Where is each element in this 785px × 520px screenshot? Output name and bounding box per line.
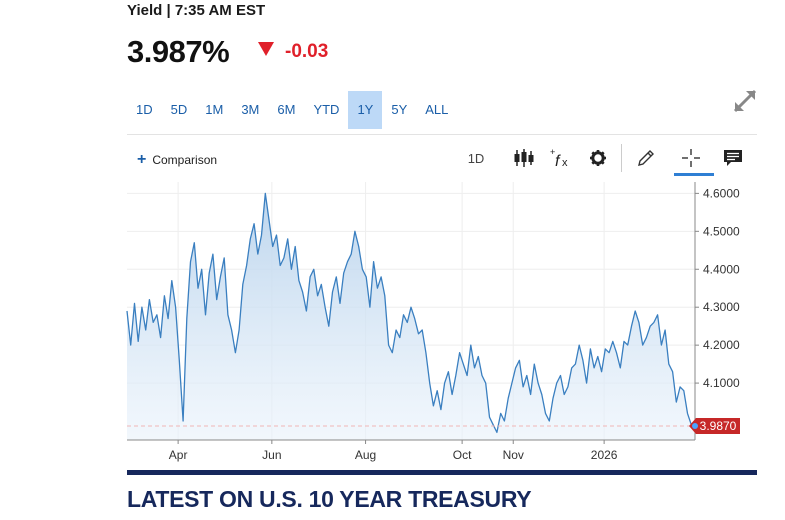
y-tick-label: 4.6000 [703,186,740,200]
plus-icon: + [137,151,147,168]
divider [127,134,757,135]
pencil-icon[interactable] [635,145,657,171]
comment-icon[interactable] [722,145,744,171]
svg-text:x: x [562,157,568,169]
range-3m[interactable]: 3M [241,102,260,117]
section-headline: LATEST ON U.S. 10 YEAR TREASURY [127,486,532,512]
yield-change: -0.03 [285,41,329,62]
y-tick-label: 4.3000 [703,300,740,314]
x-tick-label: 2026 [591,448,618,462]
interval-button[interactable]: 1D [467,150,485,166]
svg-text:+: + [550,147,555,157]
section-divider [127,470,757,475]
gear-icon[interactable] [588,145,608,171]
range-5y[interactable]: 5Y [391,102,408,117]
comparison-label: Comparison [152,153,218,167]
down-arrow-icon [258,42,274,56]
range-5d[interactable]: 5D [170,102,188,117]
yield-timestamp: Yield | 7:35 AM EST [127,2,266,19]
candlestick-icon[interactable] [512,145,536,171]
series-line [126,192,696,434]
toolbar-divider [621,144,622,172]
range-1d[interactable]: 1D [136,102,153,117]
last-point-marker [692,422,698,429]
range-1y[interactable]: 1Y [348,91,383,129]
crosshair-active-indicator [674,173,714,176]
yield-chart[interactable]: 4.1000 4.2000 4.3000 4.4000 4.5000 4.6000 Apr J… [0,0,785,470]
range-ytd[interactable]: YTD [313,102,340,117]
function-icon[interactable]: + f x [548,145,572,171]
series-area [127,193,695,440]
svg-text:f: f [555,153,561,169]
comparison-button[interactable]: + Comparison [137,151,218,168]
crosshair-icon[interactable] [680,145,702,171]
y-tick-label: 4.2000 [703,338,740,352]
range-6m[interactable]: 6M [277,102,296,117]
y-tick-label: 4.4000 [703,262,740,276]
range-selector: 1D 5D 1M 3M 6M YTD 1Y 5Y ALL [127,91,457,129]
x-tick-label: Apr [169,448,188,462]
y-tick-label: 4.5000 [703,224,740,238]
last-value-tag [689,417,740,434]
yield-price: 3.987% [127,34,230,69]
x-tick-label: Aug [355,448,376,462]
range-all[interactable]: ALL [425,102,449,117]
x-tick-label: Jun [262,448,281,462]
x-tick-label: Nov [503,448,524,462]
last-value-label: 3.9870 [700,419,737,433]
y-tick-label: 4.1000 [703,376,740,390]
range-1m[interactable]: 1M [205,102,224,117]
x-tick-label: Oct [453,448,472,462]
expand-icon[interactable] [732,88,758,114]
